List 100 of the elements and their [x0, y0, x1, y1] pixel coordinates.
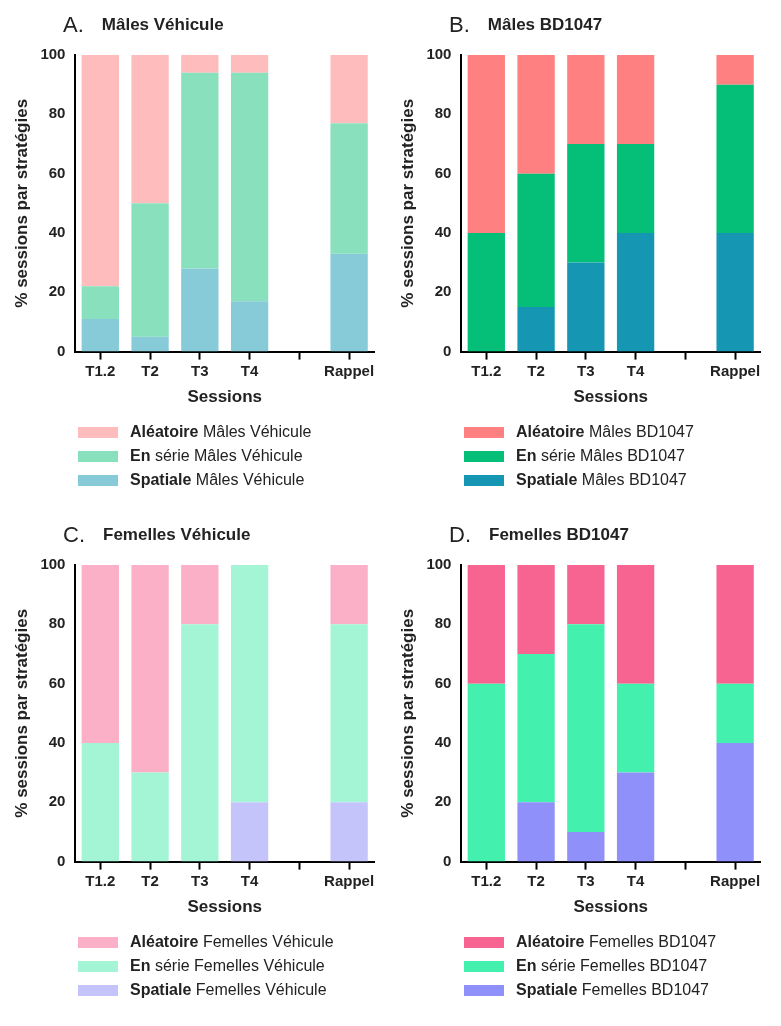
legend-label: En série Mâles BD1047 [516, 447, 685, 465]
bar [517, 802, 555, 862]
bar [716, 565, 754, 684]
bar [616, 683, 655, 773]
bar [131, 336, 169, 352]
bar [230, 55, 269, 73]
y-tick-label: 40 [434, 733, 452, 751]
bar [131, 55, 169, 204]
bar [330, 55, 368, 124]
bar [616, 565, 655, 684]
y-tick-label: 0 [443, 341, 452, 359]
x-tick-label: T3 [191, 871, 209, 889]
y-tick-label: 80 [434, 614, 452, 632]
bar [567, 262, 605, 352]
bar [616, 232, 655, 352]
y-tick-label: 20 [434, 792, 452, 810]
bar [81, 742, 119, 862]
bar [517, 55, 555, 174]
bar [716, 742, 754, 862]
bar [467, 55, 505, 233]
bar [181, 624, 219, 862]
y-tick-label: 40 [434, 223, 452, 241]
x-tick-label: T1.2 [85, 871, 116, 889]
y-tick-label: 80 [434, 104, 452, 122]
bar [81, 55, 119, 287]
y-axis-title: % sessions par stratégies [397, 98, 417, 308]
x-tick-label: T3 [191, 361, 209, 379]
legend-label: En série Femelles BD1047 [516, 957, 708, 975]
chart-title: D. Femelles BD1047 [449, 522, 629, 548]
legend-label: Aléatoire Mâles Véhicule [130, 423, 312, 441]
bar [131, 772, 169, 862]
y-tick-label: 100 [40, 555, 66, 573]
x-tick-label: T3 [577, 871, 595, 889]
bar [716, 683, 754, 743]
bar [81, 565, 119, 743]
y-axis-title: % sessions par stratégies [397, 608, 417, 818]
bar [517, 307, 555, 352]
x-tick-label: T2 [527, 361, 545, 379]
bar [616, 55, 655, 144]
x-tick-label: T1.2 [471, 871, 502, 889]
bar [131, 203, 169, 337]
y-tick-label: 20 [434, 282, 452, 300]
bar [230, 802, 269, 862]
y-tick-label: 80 [48, 104, 66, 122]
x-tick-label: T4 [626, 871, 645, 889]
y-tick-label: 100 [426, 45, 452, 63]
bar [81, 286, 119, 319]
bar [616, 143, 655, 233]
legend-label: Aléatoire Femelles Véhicule [130, 933, 334, 951]
legend-label: Aléatoire Mâles BD1047 [516, 423, 694, 441]
bar [230, 301, 269, 352]
x-tick-label: Rappel [324, 871, 375, 889]
bar [567, 624, 605, 832]
bar [81, 318, 119, 352]
x-tick-label: T2 [141, 871, 159, 889]
y-tick-label: 40 [48, 733, 66, 751]
bar [716, 55, 754, 85]
y-tick-label: 60 [48, 673, 66, 691]
x-axis-title: Sessions [573, 897, 649, 917]
y-tick-label: 60 [434, 163, 452, 181]
bar [330, 253, 368, 352]
x-axis-title: Sessions [573, 387, 649, 407]
bar [567, 565, 605, 625]
bar [716, 84, 754, 233]
legend-label: Spatiale Femelles Véhicule [130, 981, 327, 999]
chart-title: B. Mâles BD1047 [449, 12, 603, 38]
bar [330, 624, 368, 803]
bar [467, 683, 505, 862]
bar [716, 232, 754, 352]
x-tick-label: T1.2 [471, 361, 502, 379]
bar [330, 123, 368, 254]
bar [467, 232, 505, 352]
bar [567, 831, 605, 862]
bar [616, 772, 655, 862]
bar [230, 565, 269, 803]
y-tick-label: 100 [426, 555, 452, 573]
bar [230, 72, 269, 302]
bar [567, 55, 605, 144]
x-tick-label: T2 [141, 361, 159, 379]
legend-label: Aléatoire Femelles BD1047 [516, 933, 717, 951]
y-tick-label: 20 [48, 282, 66, 300]
bar [517, 653, 555, 803]
legend-label: Spatiale Mâles Véhicule [130, 471, 305, 489]
bar [181, 55, 219, 73]
bar [330, 565, 368, 625]
x-tick-label: Rappel [324, 361, 375, 379]
chart-title: A. Mâles Véhicule [63, 12, 224, 38]
y-tick-label: 0 [57, 851, 66, 869]
x-tick-label: T4 [626, 361, 645, 379]
x-tick-label: T2 [527, 871, 545, 889]
bar [181, 565, 219, 625]
legend-label: Spatiale Femelles BD1047 [516, 981, 709, 999]
bar [567, 143, 605, 263]
x-axis-title: Sessions [187, 897, 263, 917]
y-tick-label: 60 [48, 163, 66, 181]
y-tick-label: 100 [40, 45, 66, 63]
y-tick-label: 80 [48, 614, 66, 632]
legend-label: Spatiale Mâles BD1047 [516, 471, 687, 489]
y-axis-title: % sessions par stratégies [11, 608, 31, 818]
x-tick-label: Rappel [710, 871, 761, 889]
